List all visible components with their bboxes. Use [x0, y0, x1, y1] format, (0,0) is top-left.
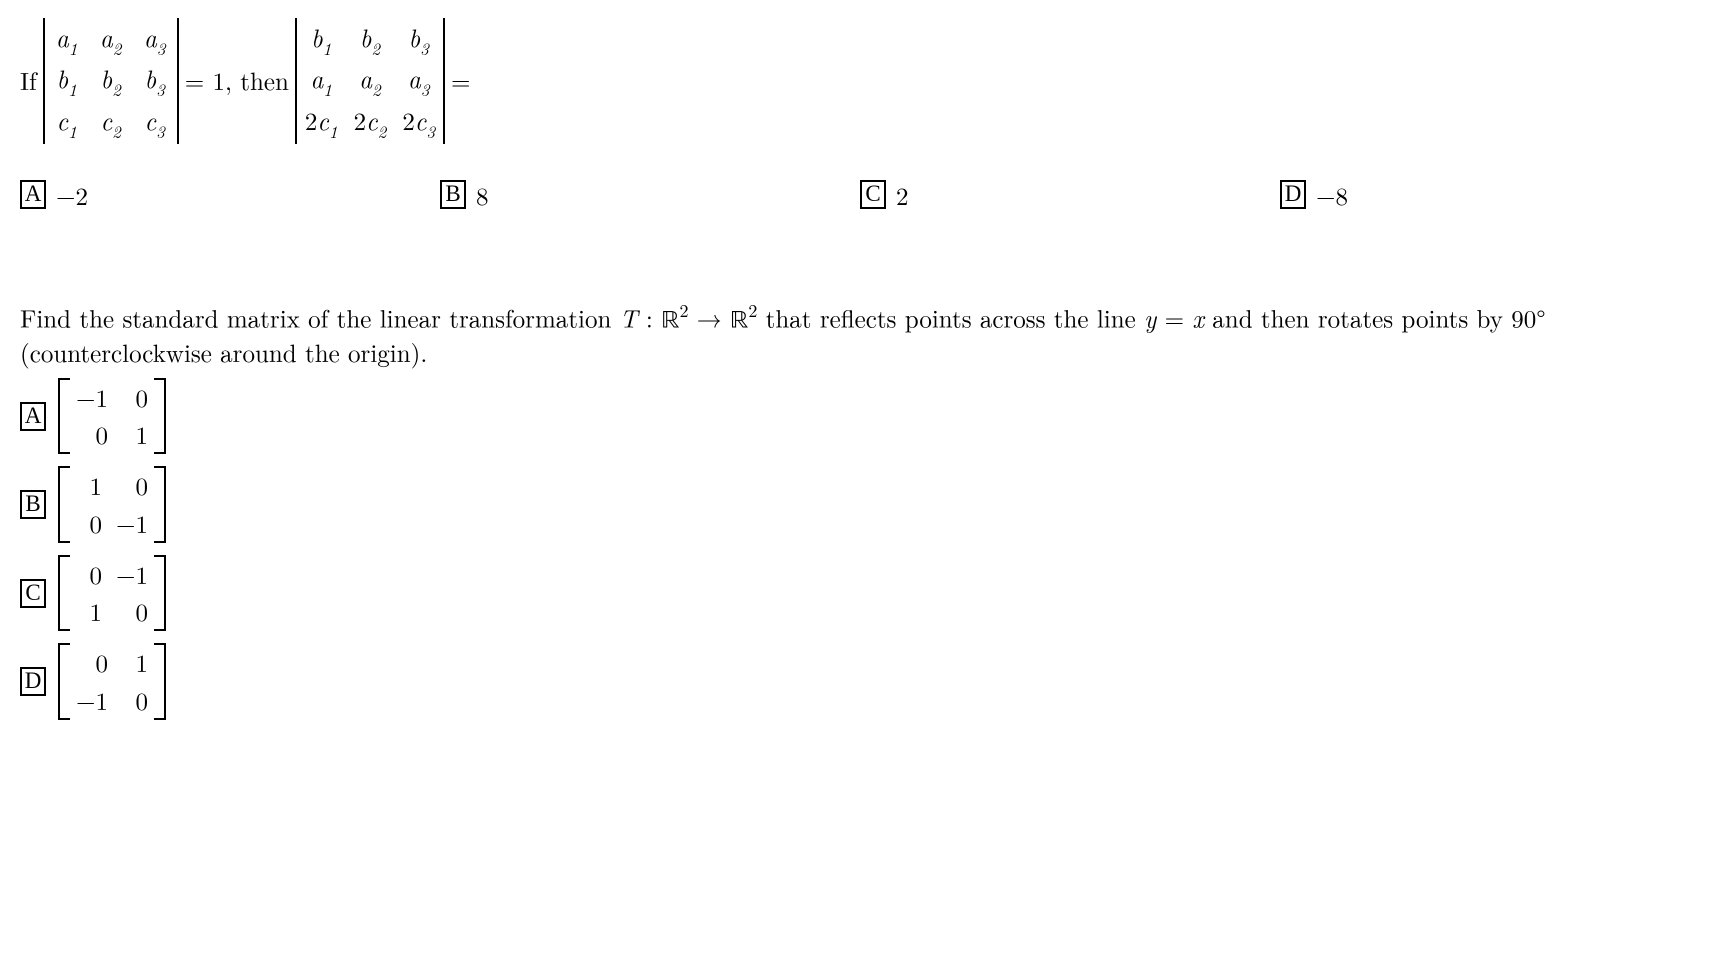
- bracket-right: [154, 555, 166, 632]
- m: 0: [116, 470, 148, 501]
- q2-option-a[interactable]: A −1 0 0 1: [20, 378, 1692, 455]
- option-letter: C: [860, 180, 886, 209]
- q2-sup1: 2: [679, 298, 688, 323]
- m: −1: [76, 685, 108, 716]
- m: 0: [76, 508, 102, 539]
- q1-det2: b1 b2 b3 a1 a2 a3 2c1 2c2 2c3: [295, 18, 445, 144]
- option-value: −2: [56, 180, 88, 211]
- q2-arrow: →: [688, 300, 730, 335]
- q1-tail: =: [451, 65, 470, 96]
- q1-expression: If a1 a2 a3 b1 b2 b3 c1 c2 c3 = 1, then …: [20, 18, 1692, 144]
- m: 0: [76, 647, 108, 678]
- q2-T: T: [620, 300, 638, 335]
- option-letter: C: [20, 579, 46, 608]
- m: 0: [76, 559, 102, 590]
- option-letter: A: [20, 180, 46, 209]
- m: 1: [122, 647, 148, 678]
- m: 0: [76, 419, 108, 450]
- q2-y: y: [1144, 300, 1156, 335]
- q2-options: A −1 0 0 1 B 1 0 0 −1: [20, 378, 1692, 720]
- q1-det1-grid: a1 a2 a3 b1 b2 b3 c1 c2 c3: [45, 18, 177, 144]
- q1-option-c[interactable]: C 2: [860, 180, 1272, 211]
- m: 0: [116, 596, 148, 627]
- bracket-left: [58, 378, 70, 455]
- question-determinant: If a1 a2 a3 b1 b2 b3 c1 c2 c3 = 1, then …: [20, 18, 1692, 211]
- option-value: 2: [896, 180, 909, 211]
- q2-text1: Find the standard matrix of the linear t…: [20, 300, 620, 335]
- q1-det2-grid: b1 b2 b3 a1 a2 a3 2c1 2c2 2c3: [297, 18, 443, 144]
- m: −1: [116, 508, 148, 539]
- q1-det1: a1 a2 a3 b1 b2 b3 c1 c2 c3: [43, 18, 179, 144]
- option-value: −8: [1316, 180, 1348, 211]
- option-letter: B: [20, 490, 46, 519]
- m: 0: [122, 382, 148, 413]
- vbar: [443, 18, 445, 144]
- bracket-left: [58, 643, 70, 720]
- q2-option-d[interactable]: D 0 1 −1 0: [20, 643, 1692, 720]
- option-value: 8: [476, 180, 489, 211]
- m: 1: [76, 596, 102, 627]
- matrix: 1 0 0 −1: [58, 466, 166, 543]
- option-letter: D: [1280, 180, 1306, 209]
- matrix: 0 −1 1 0: [58, 555, 166, 632]
- q2-option-c[interactable]: C 0 −1 1 0: [20, 555, 1692, 632]
- q1-option-d[interactable]: D −8: [1280, 180, 1692, 211]
- q1-option-a[interactable]: A −2: [20, 180, 432, 211]
- q2-R2: ℝ: [730, 308, 748, 333]
- bracket-left: [58, 466, 70, 543]
- q2-prompt: Find the standard matrix of the linear t…: [20, 301, 1692, 368]
- m: 1: [122, 419, 148, 450]
- bracket-left: [58, 555, 70, 632]
- m: −1: [116, 559, 148, 590]
- q2-text2: that reflects points across the line: [757, 300, 1144, 335]
- q2-x: x: [1192, 300, 1204, 335]
- q2-R1: ℝ: [661, 308, 679, 333]
- option-letter: B: [440, 180, 466, 209]
- q1-option-b[interactable]: B 8: [440, 180, 852, 211]
- m: −1: [76, 382, 108, 413]
- bracket-right: [154, 466, 166, 543]
- m: 0: [122, 685, 148, 716]
- q1-if: If: [20, 65, 37, 96]
- q2-sup2: 2: [748, 298, 757, 323]
- option-letter: D: [20, 667, 46, 696]
- q1-options: A −2 B 8 C 2 D −8: [20, 180, 1692, 211]
- bracket-right: [154, 378, 166, 455]
- matrix: 0 1 −1 0: [58, 643, 166, 720]
- bracket-right: [154, 643, 166, 720]
- m: 1: [76, 470, 102, 501]
- q2-colon: :: [638, 300, 662, 335]
- q1-mid: = 1, then: [185, 65, 289, 96]
- q2-eq: =: [1156, 300, 1192, 335]
- matrix: −1 0 0 1: [58, 378, 166, 455]
- q2-option-b[interactable]: B 1 0 0 −1: [20, 466, 1692, 543]
- vbar: [177, 18, 179, 144]
- option-letter: A: [20, 402, 46, 431]
- question-linear-transformation: Find the standard matrix of the linear t…: [20, 301, 1692, 720]
